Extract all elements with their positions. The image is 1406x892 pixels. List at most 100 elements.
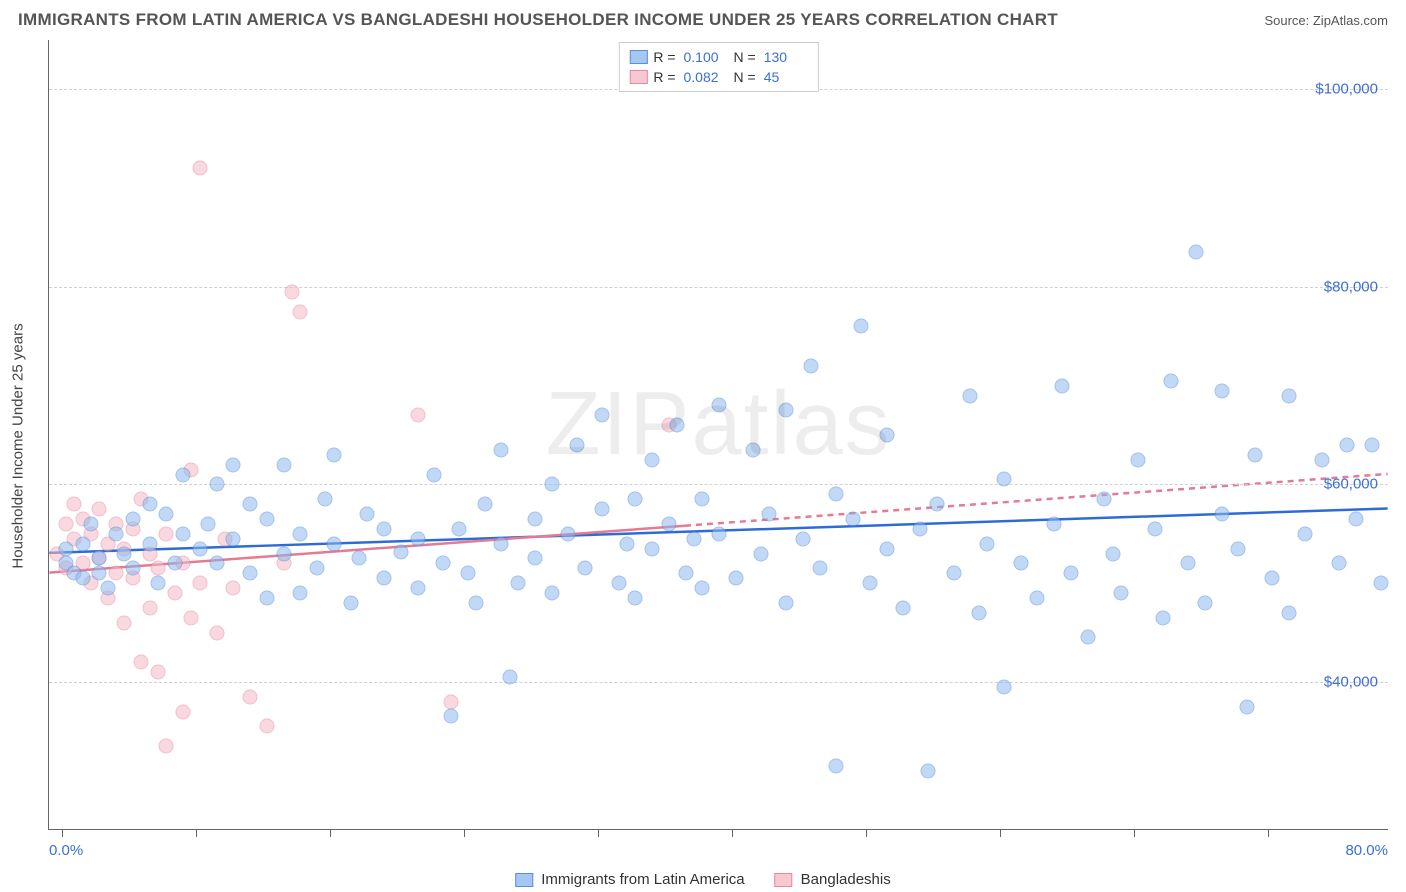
- data-point-pink: [134, 655, 149, 670]
- data-point-blue: [1013, 556, 1028, 571]
- data-point-blue: [393, 544, 408, 559]
- data-point-blue: [846, 511, 861, 526]
- correlation-legend: R = 0.100 N = 130 R = 0.082 N = 45: [618, 42, 818, 92]
- gridline: [49, 287, 1388, 288]
- data-point-blue: [619, 536, 634, 551]
- data-point-blue: [293, 586, 308, 601]
- data-point-blue: [712, 398, 727, 413]
- data-point-pink: [243, 689, 258, 704]
- data-point-blue: [243, 497, 258, 512]
- data-point-blue: [1248, 447, 1263, 462]
- data-point-pink: [192, 161, 207, 176]
- data-point-pink: [293, 304, 308, 319]
- x-tick: [1134, 829, 1135, 837]
- data-point-blue: [921, 763, 936, 778]
- data-point-blue: [611, 576, 626, 591]
- data-point-pink: [67, 497, 82, 512]
- data-point-blue: [410, 531, 425, 546]
- data-point-blue: [444, 709, 459, 724]
- data-point-blue: [310, 561, 325, 576]
- y-tick-label: $80,000: [1324, 278, 1378, 295]
- chart-title: IMMIGRANTS FROM LATIN AMERICA VS BANGLAD…: [18, 10, 1058, 30]
- y-axis-label: Householder Income Under 25 years: [10, 323, 27, 568]
- data-point-blue: [1147, 521, 1162, 536]
- data-point-blue: [661, 516, 676, 531]
- swatch-pink-icon: [775, 873, 793, 887]
- data-point-pink: [226, 581, 241, 596]
- data-point-blue: [854, 319, 869, 334]
- data-point-blue: [996, 472, 1011, 487]
- data-point-pink: [284, 284, 299, 299]
- data-point-blue: [971, 605, 986, 620]
- x-tick: [464, 829, 465, 837]
- data-point-blue: [1164, 373, 1179, 388]
- data-point-blue: [1281, 605, 1296, 620]
- data-point-blue: [75, 571, 90, 586]
- data-point-blue: [1080, 630, 1095, 645]
- data-point-blue: [1214, 383, 1229, 398]
- data-point-blue: [142, 497, 157, 512]
- data-point-blue: [996, 679, 1011, 694]
- x-tick: [598, 829, 599, 837]
- data-point-blue: [1298, 526, 1313, 541]
- data-point-blue: [326, 447, 341, 462]
- scatter-chart: ZIPatlas R = 0.100 N = 130 R = 0.082 N =…: [48, 40, 1388, 830]
- data-point-blue: [226, 457, 241, 472]
- data-point-blue: [150, 576, 165, 591]
- data-point-pink: [58, 516, 73, 531]
- x-tick: [866, 829, 867, 837]
- data-point-blue: [1239, 699, 1254, 714]
- data-point-blue: [779, 403, 794, 418]
- data-point-blue: [502, 669, 517, 684]
- data-point-blue: [477, 497, 492, 512]
- data-point-blue: [728, 571, 743, 586]
- data-point-blue: [594, 408, 609, 423]
- data-point-blue: [318, 492, 333, 507]
- data-point-blue: [1315, 452, 1330, 467]
- data-point-blue: [628, 492, 643, 507]
- data-point-blue: [100, 581, 115, 596]
- data-point-pink: [192, 576, 207, 591]
- data-point-blue: [159, 507, 174, 522]
- data-point-blue: [1348, 511, 1363, 526]
- data-point-blue: [1264, 571, 1279, 586]
- swatch-blue-icon: [515, 873, 533, 887]
- chart-header: IMMIGRANTS FROM LATIN AMERICA VS BANGLAD…: [18, 10, 1388, 30]
- data-point-pink: [117, 615, 132, 630]
- data-point-blue: [351, 551, 366, 566]
- data-point-blue: [753, 546, 768, 561]
- data-point-blue: [494, 536, 509, 551]
- data-point-blue: [243, 566, 258, 581]
- data-point-pink: [159, 739, 174, 754]
- data-point-blue: [946, 566, 961, 581]
- data-point-blue: [913, 521, 928, 536]
- data-point-blue: [427, 467, 442, 482]
- data-point-blue: [1114, 586, 1129, 601]
- data-point-blue: [695, 492, 710, 507]
- data-point-blue: [1281, 388, 1296, 403]
- gridline: [49, 484, 1388, 485]
- data-point-blue: [1189, 245, 1204, 260]
- data-point-blue: [1365, 437, 1380, 452]
- data-point-blue: [92, 551, 107, 566]
- data-point-blue: [452, 521, 467, 536]
- x-axis-min-label: 0.0%: [49, 842, 83, 859]
- data-point-pink: [176, 704, 191, 719]
- data-point-blue: [795, 531, 810, 546]
- x-axis-max-label: 80.0%: [1345, 842, 1388, 859]
- data-point-blue: [75, 536, 90, 551]
- data-point-blue: [259, 511, 274, 526]
- data-point-blue: [879, 541, 894, 556]
- data-point-blue: [804, 358, 819, 373]
- legend-item-pink: Bangladeshis: [775, 871, 891, 888]
- data-point-blue: [1331, 556, 1346, 571]
- data-point-blue: [176, 467, 191, 482]
- data-point-blue: [58, 541, 73, 556]
- y-tick-label: $40,000: [1324, 673, 1378, 690]
- data-point-blue: [527, 511, 542, 526]
- watermark: ZIPatlas: [545, 373, 891, 476]
- data-point-blue: [201, 516, 216, 531]
- trend-lines: [49, 40, 1388, 829]
- data-point-blue: [377, 571, 392, 586]
- y-tick-label: $60,000: [1324, 476, 1378, 493]
